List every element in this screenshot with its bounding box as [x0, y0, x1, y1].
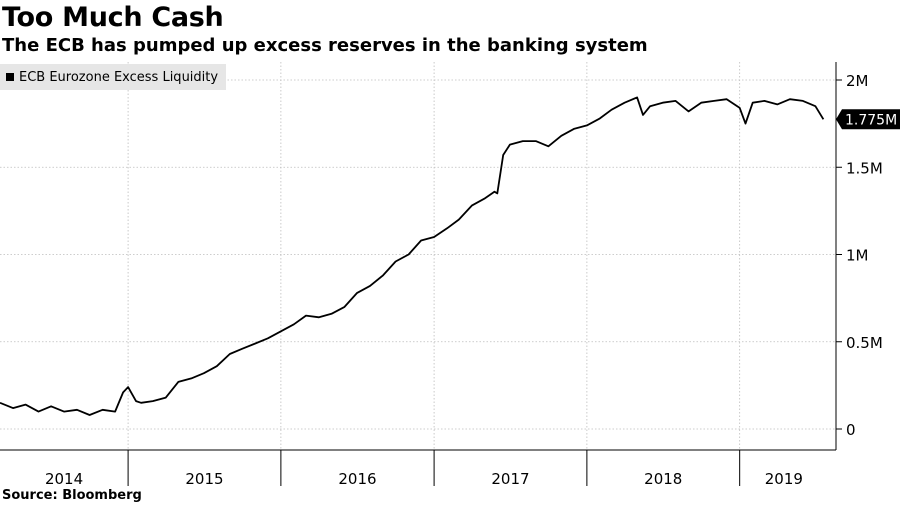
- x-year-label: 2018: [644, 470, 682, 488]
- x-year-label: 2016: [338, 470, 376, 488]
- chart-subtitle: The ECB has pumped up excess reserves in…: [2, 35, 648, 56]
- chart-title: Too Much Cash: [2, 2, 224, 33]
- axes: [0, 62, 842, 486]
- legend: ECB Eurozone Excess Liquidity: [0, 64, 227, 90]
- y-tick-label: 2M: [846, 72, 869, 90]
- labels: 0 0.5M 1M 1.5M 2M 2014 2015 2016 2017 2018 2019 1.7…: [45, 72, 900, 488]
- x-year-label: 2015: [185, 470, 223, 488]
- x-year-label: 2019: [765, 470, 803, 488]
- x-year-label: 2017: [491, 470, 529, 488]
- source-note: Source: Bloomberg: [2, 488, 142, 503]
- y-tick-label: 0: [846, 421, 856, 439]
- series-layer: [0, 96, 825, 416]
- gridlines: [0, 62, 836, 450]
- series-line: [0, 96, 825, 416]
- y-tick-label: 1.5M: [846, 159, 883, 177]
- last-value-label: 1.775M: [845, 112, 897, 128]
- last-value-badge: [836, 109, 900, 130]
- x-year-label: 2014: [45, 470, 83, 488]
- legend-swatch: [6, 73, 14, 81]
- y-tick-label: 0.5M: [846, 334, 883, 352]
- y-tick-label: 1M: [846, 247, 869, 265]
- legend-label: ECB Eurozone Excess Liquidity: [19, 69, 219, 85]
